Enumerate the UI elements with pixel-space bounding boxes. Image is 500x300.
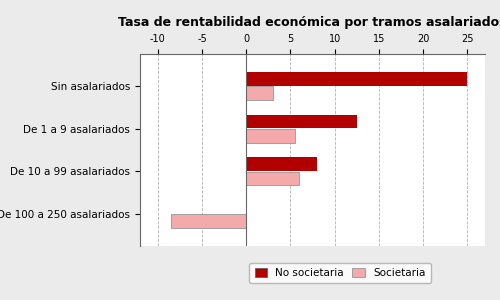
Bar (246, 129, 295, 143)
Bar (246, 86, 272, 100)
Bar (246, 172, 299, 185)
Bar (246, 72, 468, 86)
Legend: No societaria, Societaria: No societaria, Societaria (250, 262, 431, 283)
Bar (246, 157, 317, 171)
Bar (246, 115, 356, 128)
Bar (171, 214, 246, 228)
Title: Tasa de rentabilidad económica por tramos asalariados: Tasa de rentabilidad económica por tramo… (118, 16, 500, 29)
